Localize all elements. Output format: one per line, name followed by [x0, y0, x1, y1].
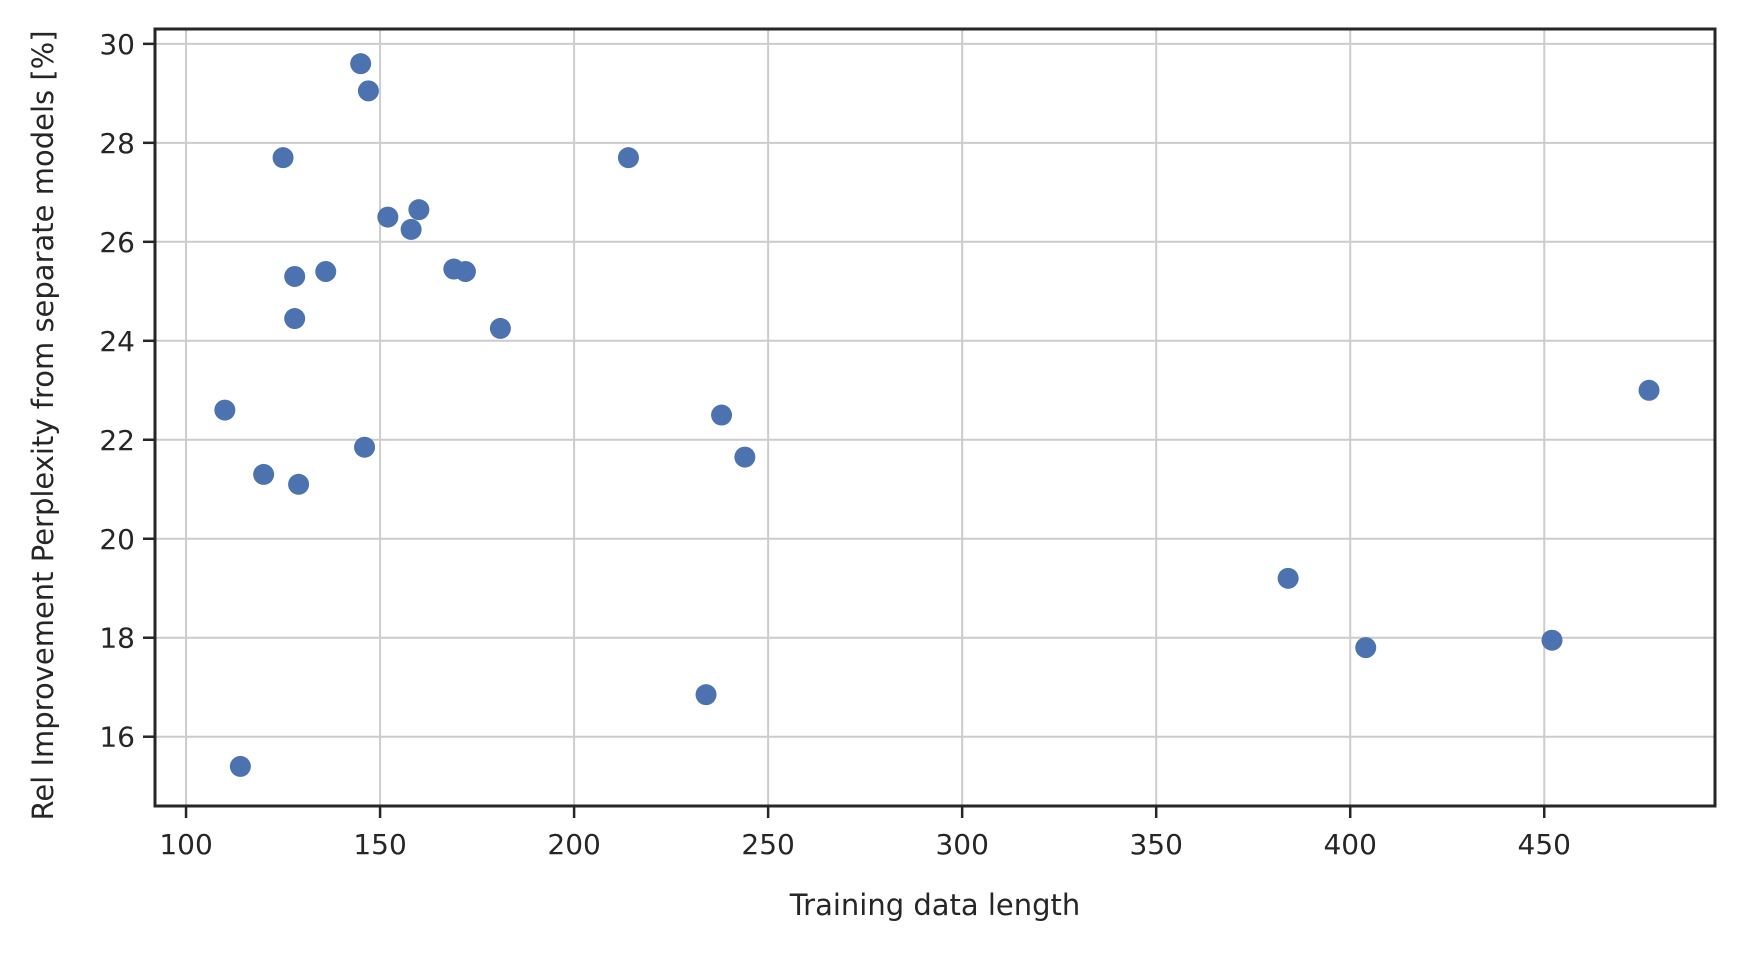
- data-point: [1355, 637, 1377, 659]
- y-tick-label: 26: [99, 226, 135, 259]
- data-points: [214, 53, 1660, 777]
- x-tick-label: 200: [547, 828, 600, 861]
- data-point: [1638, 379, 1660, 401]
- data-point: [288, 473, 310, 495]
- y-tick-label: 28: [99, 127, 135, 160]
- data-point: [253, 463, 275, 485]
- data-point: [400, 218, 422, 240]
- axis-tick-labels: 100 150 200 250 300 350 400 450 16 18 20 22 24 26 28 30: [99, 28, 1571, 861]
- data-point: [711, 404, 733, 426]
- data-point: [1277, 567, 1299, 589]
- grid-lines: [155, 29, 1715, 806]
- x-tick-label: 450: [1518, 828, 1571, 861]
- data-point: [695, 684, 717, 706]
- data-point: [214, 399, 236, 421]
- x-tick-label: 400: [1323, 828, 1376, 861]
- data-point: [489, 317, 511, 339]
- plot-frame: [153, 27, 1717, 808]
- y-tick-label: 20: [99, 523, 135, 556]
- data-point: [408, 199, 430, 221]
- y-tick-label: 24: [99, 325, 135, 358]
- data-point: [350, 53, 372, 75]
- data-point: [272, 147, 294, 169]
- data-point: [617, 147, 639, 169]
- data-point: [284, 308, 306, 330]
- x-tick-label: 350: [1129, 828, 1182, 861]
- data-point: [315, 261, 337, 283]
- data-point: [354, 436, 376, 458]
- y-tick-label: 18: [99, 622, 135, 655]
- data-point: [357, 80, 379, 102]
- data-point: [284, 265, 306, 287]
- data-point: [377, 206, 399, 228]
- data-point: [229, 755, 251, 777]
- y-tick-label: 16: [99, 721, 135, 754]
- x-tick-label: 300: [935, 828, 988, 861]
- data-point: [1541, 629, 1563, 651]
- data-point: [454, 261, 476, 283]
- y-axis-label: Rel Improvement Perplexity from separate…: [26, 30, 60, 820]
- data-point: [734, 446, 756, 468]
- y-tick-label: 30: [99, 28, 135, 61]
- axis-ticks: [143, 42, 1546, 818]
- x-tick-label: 150: [353, 828, 406, 861]
- x-tick-label: 250: [741, 828, 794, 861]
- x-axis-label: Training data length: [789, 888, 1081, 922]
- x-tick-label: 100: [159, 828, 212, 861]
- y-tick-label: 22: [99, 424, 135, 457]
